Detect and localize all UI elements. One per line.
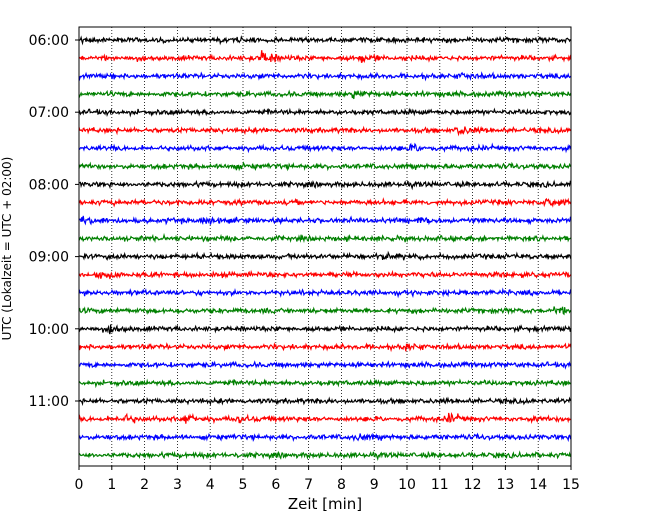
trace-line [78, 125, 572, 137]
trace-line [78, 306, 572, 316]
trace-line [78, 287, 572, 299]
trace-line [78, 411, 572, 425]
y-tick-label: 10:00 [29, 322, 69, 338]
trace-line [78, 232, 572, 244]
trace-line [78, 197, 572, 208]
y-axis-label: UTC (Lokalzeit = UTC + 02:00) [0, 157, 14, 341]
trace-line [78, 161, 572, 172]
trace-line [78, 250, 572, 262]
trace-line [78, 360, 572, 370]
x-tick-label: 4 [206, 477, 215, 493]
trace-line [78, 50, 572, 64]
trace-line [78, 179, 572, 191]
x-axis-ticks: 0 1 2 3 4 5 6 7 8 9 10 11 12 13 14 15 [75, 466, 580, 493]
trace-line [78, 142, 572, 154]
x-tick-label: 5 [239, 477, 248, 493]
x-tick-label: 15 [562, 477, 580, 493]
x-tick-label: 1 [107, 477, 116, 493]
plot-frame [78, 26, 572, 467]
y-tick-label: 11:00 [29, 394, 69, 410]
x-tick-label: 6 [271, 477, 280, 493]
trace-line [78, 71, 572, 82]
x-tick-label: 10 [398, 477, 416, 493]
x-tick-label: 13 [496, 477, 514, 493]
trace-line [78, 215, 572, 226]
y-tick-label: 09:00 [29, 250, 69, 266]
trace-line [78, 378, 572, 389]
trace-line [78, 432, 572, 443]
x-tick-label: 9 [370, 477, 379, 493]
trace-line [78, 107, 572, 118]
y-tick-label: 06:00 [29, 33, 69, 49]
x-tick-label: 11 [431, 477, 449, 493]
x-tick-label: 8 [337, 477, 346, 493]
x-tick-label: 0 [75, 477, 84, 493]
x-tick-label: 14 [529, 477, 547, 493]
y-tick-label: 07:00 [29, 105, 69, 121]
y-tick-label: 08:00 [29, 177, 69, 193]
seismic-traces [78, 35, 572, 462]
trace-line [78, 35, 572, 46]
grid-lines [111, 27, 539, 466]
x-tick-label: 3 [173, 477, 182, 493]
trace-line [78, 324, 572, 335]
trace-line [78, 450, 571, 462]
trace-line [78, 342, 572, 353]
trace-line [78, 89, 572, 100]
x-tick-label: 2 [140, 477, 149, 493]
y-axis-ticks: 06:00 07:00 08:00 09:00 10:00 11:00 [29, 33, 79, 410]
x-axis-label: Zeit [min] [288, 495, 362, 513]
trace-line [78, 396, 572, 407]
x-tick-label: 7 [304, 477, 313, 493]
x-tick-label: 12 [464, 477, 482, 493]
trace-line [78, 269, 572, 280]
